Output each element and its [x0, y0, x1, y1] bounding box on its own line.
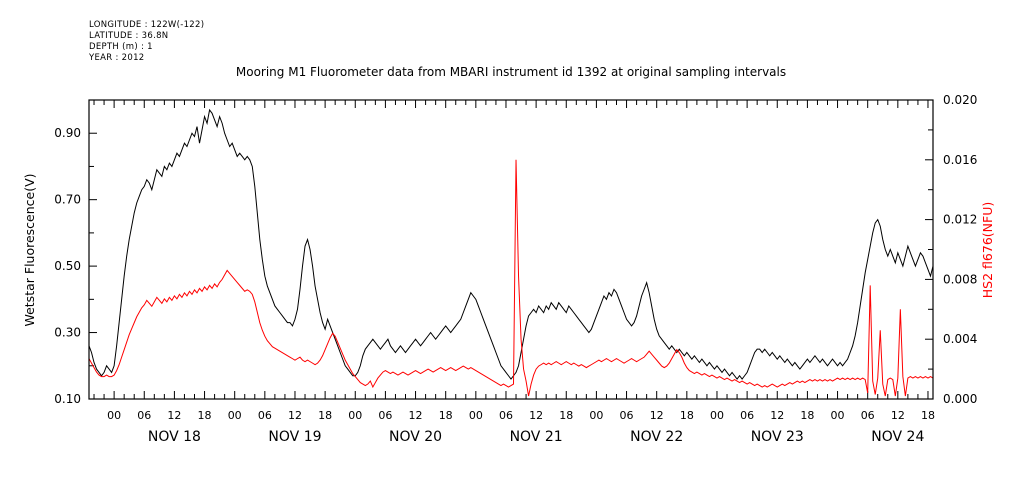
chart-title: Mooring M1 Fluorometer data from MBARI i… [236, 65, 786, 79]
svg-text:18: 18 [198, 409, 212, 422]
svg-text:06: 06 [137, 409, 151, 422]
metadata-block: LONGITUDE : 122W(-122) LATITUDE : 36.8N … [88, 20, 204, 63]
svg-text:12: 12 [288, 409, 302, 422]
svg-text:NOV 19: NOV 19 [268, 429, 321, 445]
x-axis-ticks [93, 100, 929, 399]
svg-text:0.000: 0.000 [943, 392, 977, 406]
series-line-wetstar [89, 108, 933, 380]
svg-text:NOV 18: NOV 18 [148, 429, 201, 445]
y-axis-left-ticks: 0.10 0.30 0.50 0.70 0.90 [54, 99, 97, 406]
svg-text:06: 06 [620, 409, 634, 422]
svg-text:00: 00 [107, 409, 121, 422]
svg-text:06: 06 [861, 409, 875, 422]
svg-text:12: 12 [167, 409, 181, 422]
svg-text:NOV 22: NOV 22 [630, 429, 683, 445]
svg-text:NOV 21: NOV 21 [510, 429, 563, 445]
x-axis-hour-labels: 00 06 12 18 00 06 12 18 00 06 12 18 00 06 12 18 00 06 12 18… [107, 409, 935, 422]
svg-text:12: 12 [891, 409, 905, 422]
svg-text:NOV 20: NOV 20 [389, 429, 442, 445]
svg-text:12: 12 [529, 409, 543, 422]
x-axis-day-labels: NOV 18 NOV 19 NOV 20 NOV 21 NOV 22 NOV 23 NOV … [148, 429, 925, 445]
svg-text:NOV 23: NOV 23 [751, 429, 804, 445]
svg-text:06: 06 [258, 409, 272, 422]
svg-text:0.30: 0.30 [54, 326, 81, 340]
svg-text:12: 12 [650, 409, 664, 422]
plot-area: 00 06 12 18 00 06 12 18 00 06 12 18 00 06 12 18 00 06 12 18… [54, 93, 977, 445]
svg-text:12: 12 [770, 409, 784, 422]
svg-text:06: 06 [378, 409, 392, 422]
svg-text:0.012: 0.012 [943, 213, 977, 227]
svg-text:0.016: 0.016 [943, 153, 977, 167]
y-axis-left-title: Wetstar Fluorescence(V) [22, 173, 37, 326]
svg-text:18: 18 [800, 409, 814, 422]
svg-text:00: 00 [348, 409, 362, 422]
svg-text:0.90: 0.90 [54, 126, 81, 140]
svg-text:12: 12 [409, 409, 423, 422]
y-axis-right-ticks: 0.000 0.004 0.008 0.012 0.016 0.020 [925, 93, 977, 406]
svg-text:18: 18 [559, 409, 573, 422]
svg-text:00: 00 [589, 409, 603, 422]
svg-text:NOV 24: NOV 24 [871, 429, 924, 445]
svg-text:00: 00 [228, 409, 242, 422]
svg-text:0.008: 0.008 [943, 272, 977, 286]
svg-text:18: 18 [318, 409, 332, 422]
svg-text:0.50: 0.50 [54, 259, 81, 273]
depth-text: DEPTH (m) : 1 [89, 42, 153, 52]
longitude-text: LONGITUDE : 122W(-122) [89, 20, 204, 30]
svg-text:0.10: 0.10 [54, 392, 81, 406]
svg-text:18: 18 [680, 409, 694, 422]
plot-frame [88, 99, 934, 400]
svg-text:18: 18 [921, 409, 935, 422]
latitude-text: LATITUDE : 36.8N [89, 31, 168, 41]
svg-text:0.004: 0.004 [943, 332, 977, 346]
svg-text:18: 18 [439, 409, 453, 422]
svg-text:06: 06 [740, 409, 754, 422]
svg-text:0.020: 0.020 [943, 93, 977, 107]
svg-text:0.70: 0.70 [54, 193, 81, 207]
svg-text:00: 00 [831, 409, 845, 422]
y-axis-right-title: HS2 fl676(NFU) [980, 202, 995, 298]
svg-text:00: 00 [710, 409, 724, 422]
svg-text:06: 06 [499, 409, 513, 422]
svg-text:00: 00 [469, 409, 483, 422]
year-text: YEAR : 2012 [88, 53, 144, 63]
data-series-group [89, 108, 933, 397]
series-line-hs2 [89, 159, 933, 397]
